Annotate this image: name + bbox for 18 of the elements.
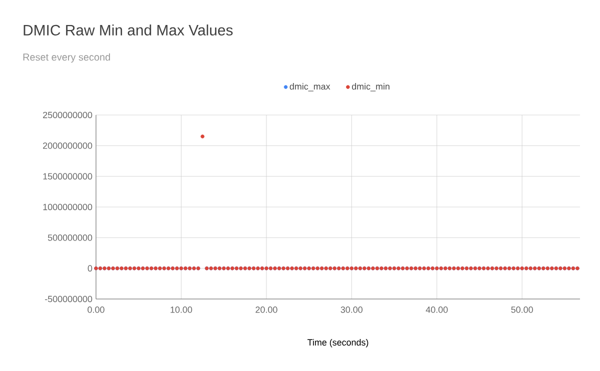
y-tick-label: 1000000000 <box>43 204 92 210</box>
x-tick-label: 30.00 <box>340 306 363 313</box>
x-tick-label: 40.00 <box>426 306 448 313</box>
chart-subtitle: Reset every second <box>23 53 110 63</box>
x-tick-label: 0.00 <box>88 306 104 313</box>
x-tick-label: 10.00 <box>170 306 192 313</box>
legend-label: dmic_max <box>290 83 330 92</box>
y-tick-label: 0 <box>88 265 92 272</box>
y-tick-label: 500000000 <box>48 234 92 241</box>
y-tick-label: 2000000000 <box>43 142 92 149</box>
chart-title: DMIC Raw Min and Max Values <box>24 24 233 36</box>
x-tick-label: 20.00 <box>256 306 278 313</box>
x-tick-label: 50.00 <box>511 306 533 313</box>
y-tick-label: -500000000 <box>45 296 92 302</box>
legend-label: dmic_min <box>352 83 390 92</box>
y-tick-label: 1500000000 <box>43 173 92 180</box>
y-tick-label: 2500000000 <box>43 112 92 118</box>
x-axis-title: Time (seconds) <box>307 338 368 348</box>
